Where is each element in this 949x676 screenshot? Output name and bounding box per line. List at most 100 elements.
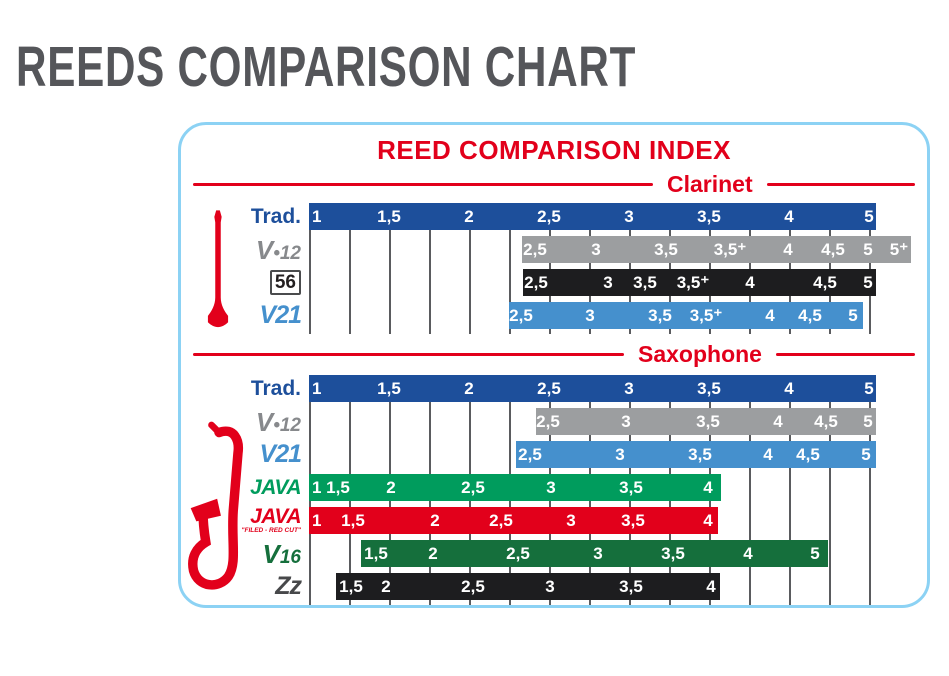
strength-label: 4 — [784, 379, 794, 398]
gridline — [389, 203, 391, 334]
strength-label: 3,5 — [633, 273, 657, 292]
strength-label: 3,5 — [654, 240, 678, 259]
section-title: Clarinet — [666, 170, 753, 197]
strength-label: 2 — [428, 544, 438, 563]
strength-label: 3 — [566, 511, 576, 530]
brand-name: V21 — [259, 301, 302, 329]
strength-label: 4 — [784, 207, 794, 226]
strength-label: 2,5 — [506, 544, 530, 563]
section-title: Saxophone — [638, 340, 762, 367]
strength-bar-clarinet-trad — [309, 203, 876, 230]
strength-label: 5⁺ — [889, 240, 909, 259]
brand-name: V21 — [259, 440, 302, 468]
gridline — [709, 203, 711, 334]
header-line-left — [193, 352, 624, 356]
strength-label: 5 — [864, 207, 874, 226]
strength-label: 3,5⁺ — [676, 273, 710, 292]
strength-label: 3,5 — [688, 445, 712, 464]
brand-logo-fiftysix: 56 — [189, 269, 301, 296]
strength-bar-clarinet-v12 — [522, 236, 911, 263]
strength-label: 1 — [312, 478, 322, 497]
gridline — [869, 375, 871, 605]
gridline — [749, 375, 751, 605]
strength-bar-saxophone-v16 — [361, 540, 828, 567]
brand-logo-trad: Trad. — [189, 203, 301, 230]
brand-logo-v21: V21 — [189, 440, 302, 468]
strength-label: 3 — [621, 412, 631, 431]
gridline — [749, 203, 751, 334]
gridline — [629, 203, 631, 334]
brand-name: JAVA — [250, 505, 301, 529]
strength-label: 2,5 — [523, 240, 547, 259]
strength-label: 1,5 — [339, 577, 363, 596]
strength-label: 4,5 — [813, 273, 837, 292]
strength-label: 3 — [593, 544, 603, 563]
reed-comparison-chart: REED COMPARISON INDEX Clarinet Trad. 1 1,5 2… — [178, 122, 930, 608]
strength-label: 5 — [863, 273, 873, 292]
strength-label: 2,5 — [461, 577, 485, 596]
strength-bar-saxophone-v21 — [516, 441, 876, 468]
strength-label: 2,5 — [536, 412, 560, 431]
strength-label: 4,5 — [798, 306, 822, 325]
strength-label: 2,5 — [524, 273, 548, 292]
strength-label: 5 — [863, 240, 873, 259]
strength-label: 3 — [624, 379, 634, 398]
strength-label: 2 — [386, 478, 396, 497]
strength-label: 3,5 — [696, 412, 720, 431]
strength-label: 3 — [591, 240, 601, 259]
strength-bar-saxophone-java-green — [309, 474, 721, 501]
gridline — [469, 203, 471, 334]
strength-label: 4,5 — [814, 412, 838, 431]
header-line-right — [766, 182, 915, 186]
gridline — [789, 375, 791, 605]
brand-logo-v21: V21 — [189, 301, 302, 329]
strength-label: 1,5 — [377, 379, 401, 398]
brand-name: Trad. — [250, 205, 301, 228]
brand-subtext: "FILED - RED CUT" — [241, 527, 301, 535]
strength-label: 4 — [765, 306, 775, 325]
strength-label: 5 — [861, 445, 871, 464]
brand-name: V16 — [262, 538, 301, 569]
section-header-clarinet: Clarinet — [193, 171, 915, 197]
strength-label: 3 — [615, 445, 625, 464]
strength-label: 2,5 — [537, 207, 561, 226]
strength-label: 1,5 — [341, 511, 365, 530]
strength-bar-saxophone-java-red — [309, 507, 718, 534]
strength-bar-saxophone-v12 — [536, 408, 876, 435]
strength-label: 3 — [545, 577, 555, 596]
strength-label: 3 — [585, 306, 595, 325]
gridline — [589, 203, 591, 334]
strength-label: 4 — [743, 544, 753, 563]
chart-body: Clarinet Trad. 1 1,5 2 2,5 3 3,5 4 5 V•12 2,5 3 3,5 3,… — [181, 125, 927, 605]
strength-bar-saxophone-trad — [309, 375, 876, 402]
strength-label: 3,5⁺ — [689, 306, 723, 325]
strength-label: 3,5⁺ — [713, 240, 747, 259]
strength-label: 2,5 — [509, 306, 533, 325]
strength-label: 5 — [848, 306, 858, 325]
strength-label: 5 — [864, 379, 874, 398]
section-rows-saxophone: Trad. 1 1,5 2 2,5 3 3,5 4 5 V•12 2,5 3 3,5 4 4,5 5 V21 2,… — [189, 375, 925, 605]
strength-label: 3,5 — [697, 207, 721, 226]
strength-label: 3 — [603, 273, 613, 292]
strength-label: 4 — [706, 577, 716, 596]
strength-label: 2,5 — [489, 511, 513, 530]
brand-logo-trad: Trad. — [189, 375, 301, 402]
strength-label: 2 — [430, 511, 440, 530]
section-rows-clarinet: Trad. 1 1,5 2 2,5 3 3,5 4 5 V•12 2,5 3 3,5 3,5⁺ 4 4,5 5 5… — [189, 203, 925, 335]
chart-title: REED COMPARISON INDEX — [377, 135, 731, 165]
saxophone-icon — [188, 421, 244, 590]
strength-label: 3,5 — [661, 544, 685, 563]
gridline — [349, 203, 351, 334]
gridline — [669, 203, 671, 334]
strength-label: 4 — [783, 240, 793, 259]
strength-label: 1,5 — [377, 207, 401, 226]
brand-logo-v12: V•12 — [189, 236, 301, 263]
strength-label: 4,5 — [821, 240, 845, 259]
clarinet-icon — [207, 210, 229, 328]
brand-logo-v12: V•12 — [189, 408, 301, 435]
strength-label: 1,5 — [364, 544, 388, 563]
brand-logo-java-green: JAVA — [189, 474, 301, 501]
brand-name: JAVA — [250, 476, 301, 499]
strength-label: 2 — [464, 379, 474, 398]
